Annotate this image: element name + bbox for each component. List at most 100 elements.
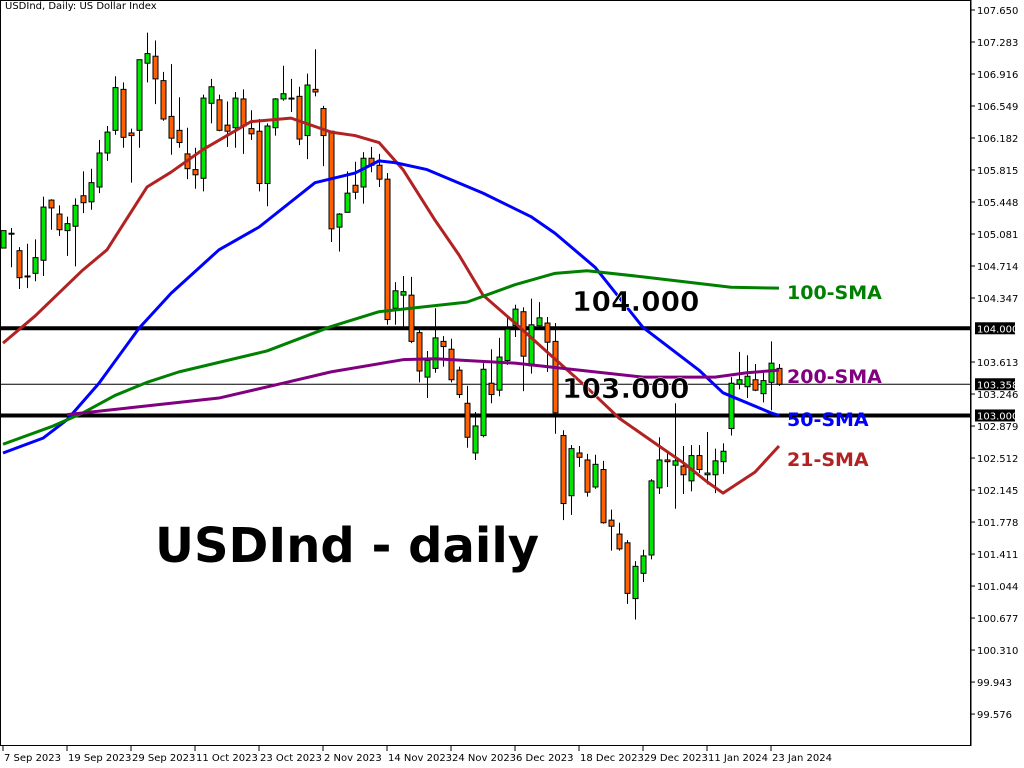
- candle: [56, 205, 63, 236]
- candle: [392, 282, 399, 325]
- y-tick-label: 106.549: [977, 102, 1018, 113]
- candle: [272, 98, 279, 136]
- 21-sma-line: [2, 116, 781, 495]
- candle: [72, 198, 79, 267]
- candle-body: [640, 555, 647, 574]
- sma21-label: 21-SMA: [787, 449, 869, 471]
- candle: [616, 522, 623, 551]
- y-tick-label: 106.916: [977, 70, 1018, 81]
- candle: [608, 509, 615, 551]
- level-103-label: 103.000: [562, 372, 690, 405]
- x-tick-label: 2 Nov 2023: [324, 753, 382, 764]
- candle-body: [656, 459, 663, 489]
- candle-body: [552, 340, 559, 414]
- current-price-tag: 103.358: [977, 380, 1018, 391]
- candle-body: [48, 199, 55, 209]
- candle: [136, 59, 143, 148]
- candle: [552, 323, 559, 434]
- candle: [232, 91, 239, 148]
- candle: [152, 40, 159, 105]
- candle: [640, 549, 647, 583]
- x-tick-label: 18 Dec 2023: [580, 753, 644, 764]
- candle-body: [392, 290, 399, 309]
- candle: [256, 119, 263, 192]
- candle: [680, 446, 687, 494]
- candle: [464, 385, 471, 448]
- candle: [224, 101, 231, 147]
- candle-body: [624, 542, 631, 594]
- candle: [320, 105, 327, 167]
- candle: [512, 304, 519, 337]
- candle: [352, 161, 359, 200]
- candle: [416, 328, 423, 383]
- candle: [704, 432, 711, 485]
- candle-body: [632, 565, 639, 600]
- candle: [440, 336, 447, 367]
- candle-body: [496, 356, 503, 391]
- candle: [280, 65, 287, 101]
- candle-body: [704, 472, 711, 476]
- current-price-tag-bg: [975, 378, 1015, 391]
- candle-body: [312, 88, 319, 93]
- x-tick-label: 23 Oct 2023: [260, 753, 322, 764]
- candle-body: [768, 362, 775, 383]
- candle-body: [136, 59, 143, 131]
- candle: [576, 446, 583, 467]
- candle: [504, 317, 511, 365]
- candle-body: [440, 340, 447, 348]
- candle: [776, 364, 783, 386]
- candle-body: [192, 169, 199, 176]
- candle: [208, 78, 215, 124]
- y-tick-label: 99.943: [977, 678, 1012, 689]
- candle-body: [8, 232, 15, 235]
- chart-title: USDInd, Daily: US Dollar Index: [5, 1, 157, 12]
- candle: [120, 82, 127, 148]
- x-tick-label: 14 Nov 2023: [388, 753, 452, 764]
- candle-body: [160, 80, 167, 120]
- candle: [768, 341, 775, 411]
- candle: [472, 411, 479, 460]
- candle-body: [24, 275, 31, 278]
- candle: [176, 97, 183, 148]
- x-tick-label: 6 Dec 2023: [516, 753, 574, 764]
- candle: [720, 443, 727, 474]
- candle-body: [488, 382, 495, 396]
- y-tick-label: 103.246: [977, 390, 1018, 401]
- candle: [488, 349, 495, 404]
- candle-body: [232, 97, 239, 129]
- sma50-label: 50-SMA: [787, 409, 869, 431]
- candle-body: [128, 132, 135, 137]
- candle: [456, 366, 463, 399]
- candle-body: [256, 130, 263, 185]
- y-tick-label: 105.448: [977, 198, 1018, 209]
- candle-body: [512, 308, 519, 327]
- x-tick-label: 11 Jan 2024: [708, 753, 768, 764]
- candle-body: [480, 368, 487, 437]
- x-tick-label: 29 Dec 2023: [644, 753, 708, 764]
- y-tick-label: 107.650: [977, 6, 1018, 17]
- candle-body: [224, 124, 231, 132]
- candle-body: [120, 88, 127, 138]
- candle-body: [104, 131, 111, 154]
- candle: [480, 363, 487, 438]
- candle: [624, 540, 631, 604]
- candle-body: [664, 459, 671, 463]
- y-tick-label: 102.145: [977, 486, 1018, 497]
- y-tick-label: 104.714: [977, 262, 1018, 273]
- candle-body: [280, 93, 287, 100]
- candle-body: [616, 533, 623, 550]
- candle-body: [208, 86, 215, 104]
- candle-body: [248, 128, 255, 135]
- candle-body: [728, 382, 735, 430]
- candle-body: [144, 53, 151, 64]
- candle-body: [592, 463, 599, 488]
- candle-body: [112, 87, 119, 131]
- candle-body: [40, 206, 47, 261]
- level-price-tag-0-bg: [975, 322, 1015, 335]
- candle-body: [88, 182, 95, 203]
- candle-body: [16, 250, 23, 279]
- candle: [600, 460, 607, 524]
- candle-body: [304, 84, 311, 137]
- chart-annotation: USDInd - daily: [155, 518, 539, 574]
- candle: [712, 448, 719, 494]
